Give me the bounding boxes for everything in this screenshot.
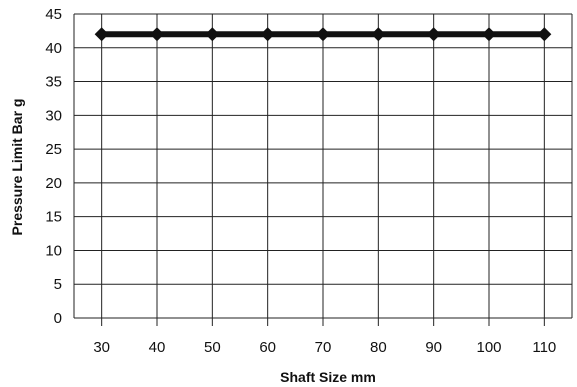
x-tick-label: 70 [315,339,332,356]
data-point-marker [260,27,275,42]
x-tick-label: 30 [93,339,110,356]
y-axis-label: Pressure Limit Bar g [9,99,25,236]
x-axis-label: Shaft Size mm [280,369,376,385]
data-point-marker [537,27,552,42]
y-tick-label: 25 [45,141,62,158]
y-tick-label: 0 [54,310,62,327]
x-tick-label: 60 [259,339,276,356]
x-tick-label: 110 [532,339,556,356]
data-point-marker [371,27,386,42]
data-point-marker [150,27,164,42]
x-axis-ticks: 30 40 50 60 70 80 90 100 110 [93,339,556,356]
data-point-marker [426,27,441,42]
y-tick-label: 10 [45,242,62,259]
x-tick-label: 50 [204,339,221,356]
x-tick-label: 100 [476,339,501,356]
y-tick-label: 35 [45,74,62,91]
y-tick-label: 20 [45,175,62,192]
y-tick-label: 15 [45,209,62,226]
data-point-marker [205,27,220,42]
y-axis-ticks: 0 5 10 15 20 25 30 35 40 45 [45,6,62,327]
y-tick-label: 5 [54,276,62,293]
data-point-marker [482,27,496,42]
x-tick-label: 80 [370,339,387,356]
y-tick-label: 30 [45,107,62,124]
y-tick-label: 40 [45,40,62,57]
x-tick-label: 40 [149,339,166,356]
data-point-marker [316,27,330,42]
data-point-marker [94,27,109,42]
x-tick-label: 90 [425,339,442,356]
chart-grid [73,13,573,326]
y-tick-label: 45 [45,6,62,23]
chart-series [94,27,552,42]
